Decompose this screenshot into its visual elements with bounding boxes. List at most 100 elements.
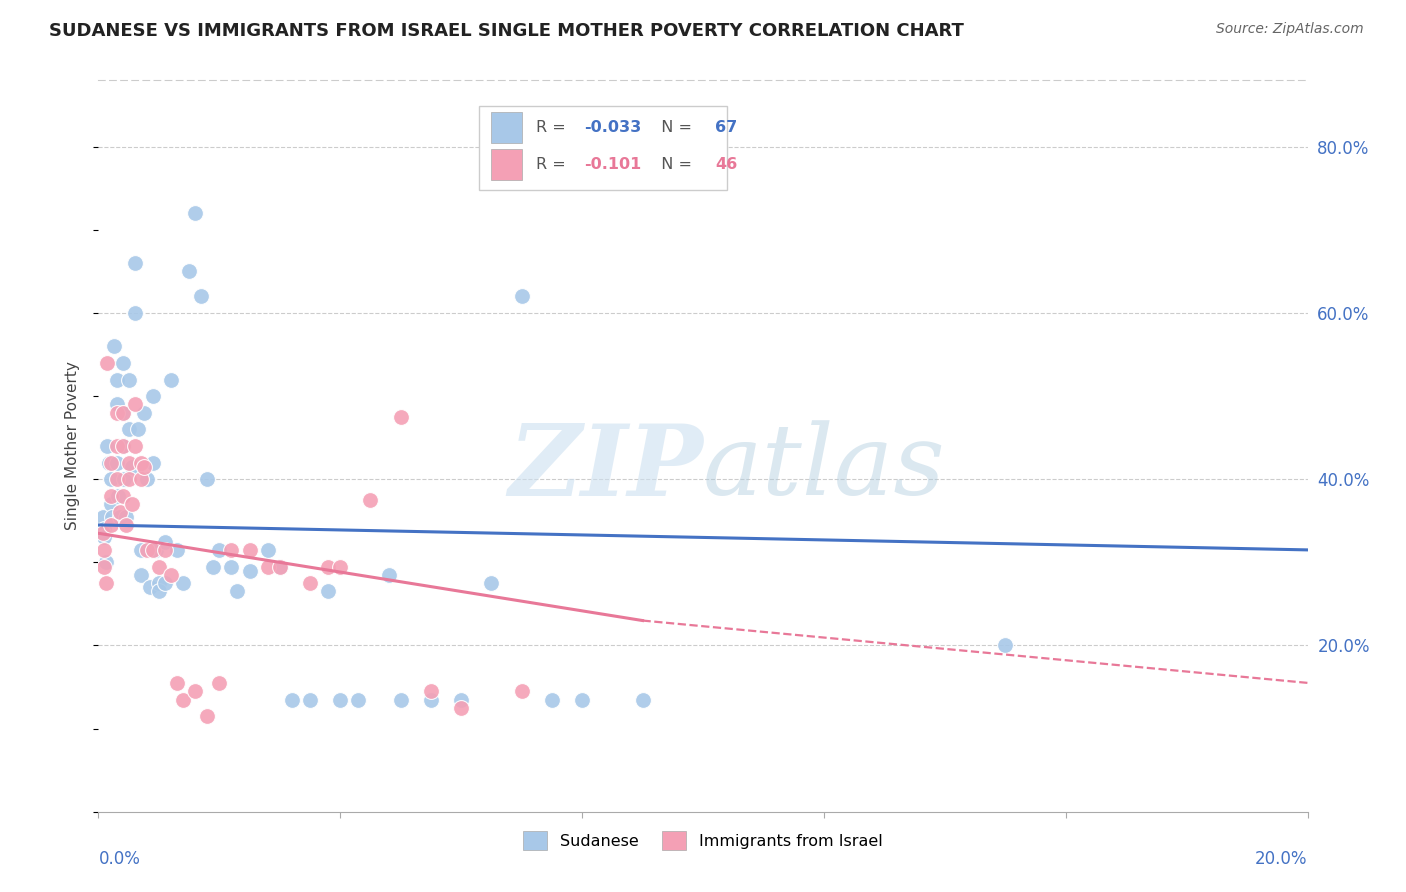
Point — [316, 584, 339, 599]
Point — [121, 497, 143, 511]
Point — [100, 489, 122, 503]
Point — [100, 518, 122, 533]
Point — [994, 639, 1017, 653]
Text: R =: R = — [536, 157, 576, 172]
Point — [93, 522, 115, 536]
Text: N =: N = — [651, 157, 697, 172]
Point — [221, 559, 243, 574]
Text: atlas: atlas — [703, 420, 946, 516]
Point — [114, 509, 136, 524]
Point — [256, 559, 278, 574]
Point — [129, 456, 152, 470]
Point — [389, 409, 412, 424]
Point — [450, 701, 472, 715]
FancyBboxPatch shape — [492, 149, 522, 180]
Point — [105, 372, 128, 386]
Text: 0.0%: 0.0% — [98, 850, 141, 868]
Point — [93, 530, 115, 544]
Point — [111, 356, 134, 370]
Point — [108, 506, 131, 520]
Point — [94, 555, 117, 569]
Point — [111, 406, 134, 420]
Point — [118, 422, 141, 436]
Point — [142, 389, 165, 403]
Text: 46: 46 — [716, 157, 737, 172]
Point — [226, 584, 249, 599]
Point — [103, 339, 125, 353]
Point — [160, 372, 183, 386]
Point — [571, 692, 593, 706]
Point — [184, 684, 207, 698]
Point — [105, 397, 128, 411]
Point — [124, 256, 146, 270]
Point — [166, 542, 188, 557]
Point — [129, 542, 152, 557]
Point — [160, 567, 183, 582]
Point — [269, 559, 291, 574]
Point — [510, 684, 533, 698]
Point — [142, 456, 165, 470]
Point — [166, 676, 188, 690]
Point — [329, 559, 352, 574]
Point — [148, 559, 170, 574]
Point — [107, 489, 129, 503]
Point — [111, 439, 134, 453]
Point — [153, 534, 176, 549]
Point — [129, 472, 152, 486]
Text: 20.0%: 20.0% — [1256, 850, 1308, 868]
Text: ZIP: ZIP — [508, 420, 703, 516]
Point — [111, 439, 134, 453]
Point — [118, 372, 141, 386]
Point — [208, 676, 231, 690]
Point — [108, 509, 131, 524]
Point — [100, 456, 122, 470]
Point — [132, 406, 155, 420]
Y-axis label: Single Mother Poverty: Single Mother Poverty — [65, 361, 80, 531]
Point — [118, 472, 141, 486]
Text: R =: R = — [536, 120, 576, 136]
Point — [148, 576, 170, 591]
Point — [94, 576, 117, 591]
Point — [145, 542, 167, 557]
Point — [98, 456, 121, 470]
Point — [93, 542, 115, 557]
Text: N =: N = — [651, 120, 697, 136]
Text: -0.101: -0.101 — [585, 157, 641, 172]
Point — [329, 692, 352, 706]
Point — [114, 518, 136, 533]
FancyBboxPatch shape — [479, 106, 727, 190]
Point — [420, 692, 443, 706]
Point — [105, 456, 128, 470]
Point — [96, 439, 118, 453]
Point — [124, 439, 146, 453]
Point — [510, 289, 533, 303]
Point — [112, 472, 135, 486]
Point — [269, 559, 291, 574]
Point — [105, 472, 128, 486]
Point — [105, 439, 128, 453]
Point — [281, 692, 304, 706]
Point — [118, 456, 141, 470]
Text: Source: ZipAtlas.com: Source: ZipAtlas.com — [1216, 22, 1364, 37]
Point — [100, 497, 122, 511]
Point — [100, 509, 122, 524]
Point — [100, 472, 122, 486]
Text: -0.033: -0.033 — [585, 120, 641, 136]
Point — [153, 542, 176, 557]
Point — [299, 692, 322, 706]
Point — [127, 422, 149, 436]
Point — [360, 493, 382, 508]
Point — [96, 356, 118, 370]
FancyBboxPatch shape — [492, 112, 522, 144]
Point — [631, 692, 654, 706]
Point — [142, 542, 165, 557]
Point — [121, 459, 143, 474]
Point — [172, 576, 194, 591]
Point — [239, 564, 262, 578]
Point — [299, 576, 322, 591]
Text: 67: 67 — [716, 120, 737, 136]
Point — [91, 526, 114, 541]
Legend: Sudanese, Immigrants from Israel: Sudanese, Immigrants from Israel — [516, 824, 890, 856]
Point — [540, 692, 562, 706]
Point — [190, 289, 212, 303]
